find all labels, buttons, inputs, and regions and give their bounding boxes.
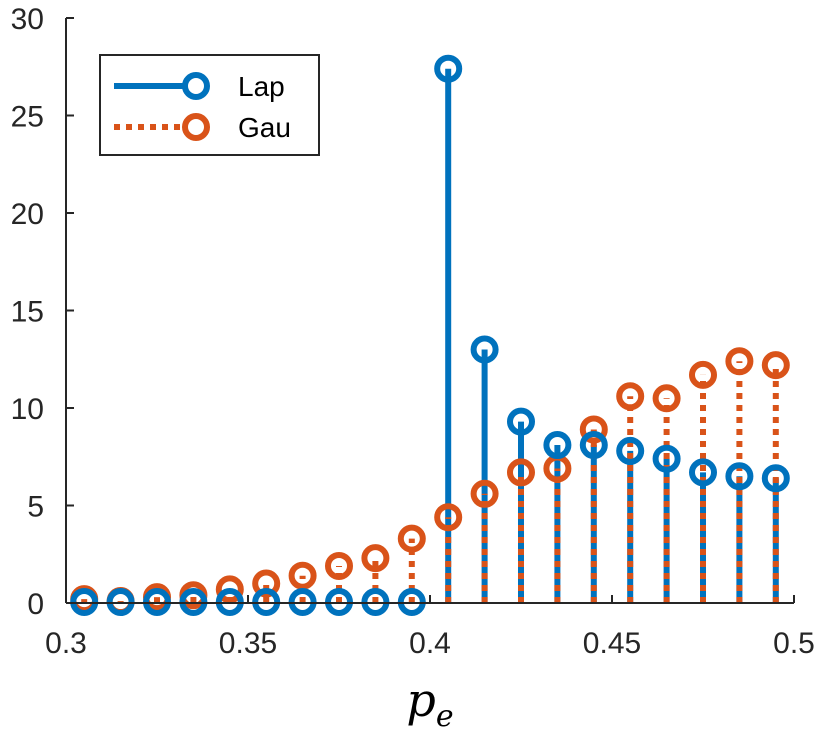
lap-marker (543, 431, 572, 460)
axes: 0 5 10 15 20 25 30 0.3 0.35 0.4 0.45 0.5 (11, 3, 815, 660)
x-tick-label: 0.45 (583, 627, 641, 660)
gau-marker (507, 458, 535, 487)
gau-marker (652, 384, 681, 413)
x-tick-label: 0.5 (773, 627, 815, 660)
lap-marker (725, 462, 754, 491)
x-tick-label: 0.3 (45, 627, 87, 660)
x-axis-label-base: p (406, 673, 435, 727)
lap-marker (470, 335, 499, 364)
x-axis-label-subscript: e (436, 699, 454, 734)
y-tick-label: 20 (11, 198, 44, 231)
lap-marker (579, 431, 608, 460)
gau-marker (252, 569, 281, 598)
lap-marker (434, 54, 463, 83)
legend-gau-marker (182, 113, 210, 141)
y-tick-label: 0 (27, 588, 44, 621)
lap-marker (761, 464, 790, 493)
y-tick-label: 5 (27, 491, 44, 524)
gau-marker (215, 575, 244, 604)
legend-box (99, 54, 320, 156)
y-tick-label: 30 (11, 3, 44, 36)
gau-marker (761, 351, 790, 380)
x-tick-label: 0.4 (409, 627, 451, 660)
y-tick-label: 25 (11, 101, 44, 134)
y-tick-label: 10 (11, 393, 44, 426)
gau-marker (288, 561, 317, 590)
legend: Lap Gau (99, 54, 320, 156)
x-axis-label: pe (406, 673, 453, 734)
x-tick-label: 0.35 (219, 627, 277, 660)
lap-marker (689, 458, 717, 487)
legend-lap-label: Lap (238, 71, 285, 102)
y-tick-label: 15 (11, 296, 44, 329)
lap-marker (652, 444, 681, 473)
gau-marker (325, 551, 353, 580)
lap-marker (507, 407, 535, 436)
gau-marker (434, 503, 463, 532)
gau-marker (725, 347, 754, 376)
gau-marker (397, 524, 426, 553)
gau-marker (616, 382, 645, 411)
legend-gau-label: Gau (238, 112, 291, 143)
gau-marker (689, 360, 717, 389)
gau-marker (579, 415, 608, 444)
legend-lap-marker (182, 72, 210, 100)
gau-marker (361, 544, 390, 573)
plot-area (70, 54, 790, 617)
gau-marker (470, 479, 499, 508)
lap-marker (616, 436, 645, 465)
